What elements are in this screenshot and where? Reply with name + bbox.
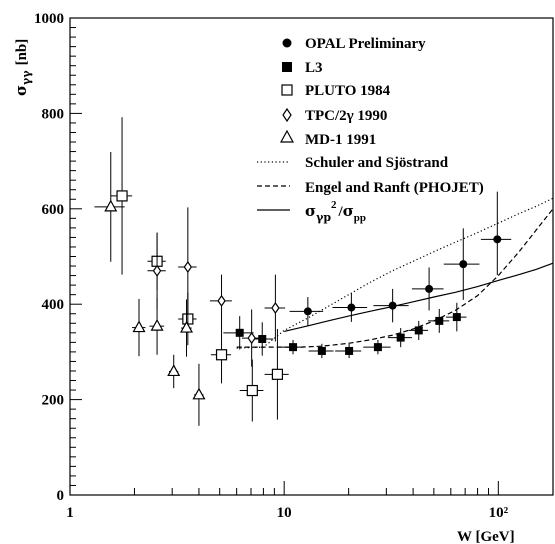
pluto-point bbox=[271, 368, 284, 380]
curve-solid bbox=[284, 262, 554, 332]
legend-entry-opal: OPAL Preliminary bbox=[282, 36, 426, 52]
l3-point bbox=[345, 346, 354, 355]
l3-point bbox=[235, 328, 244, 337]
md1-point bbox=[192, 387, 206, 400]
md1-point bbox=[104, 199, 118, 212]
legend-label-l3: L3 bbox=[305, 60, 323, 76]
l3-point bbox=[396, 333, 405, 342]
opal-point bbox=[493, 235, 502, 244]
l3-point bbox=[373, 343, 382, 352]
tpc-point bbox=[271, 301, 280, 315]
legend-marker-tpc bbox=[282, 107, 292, 123]
opal-point bbox=[388, 301, 397, 310]
md1-point bbox=[150, 318, 164, 331]
legend-marker-opal bbox=[282, 38, 292, 48]
curve-dotted bbox=[236, 197, 554, 349]
opal-point bbox=[459, 260, 468, 269]
legend-label-md1: MD-1 1991 bbox=[305, 132, 376, 148]
pluto-point bbox=[116, 190, 128, 202]
legend-entry-md1: MD-1 1991 bbox=[279, 129, 376, 148]
legend-entry-pluto: PLUTO 1984 bbox=[281, 83, 391, 99]
tpc-point bbox=[183, 260, 193, 274]
y-tick-label: 200 bbox=[42, 393, 65, 409]
legend-entry-tpc: TPC/2γ 1990 bbox=[282, 107, 387, 124]
x-tick-label: 10 bbox=[277, 505, 292, 521]
y-tick-label: 600 bbox=[42, 202, 65, 218]
l3-point bbox=[258, 335, 267, 344]
legend: OPAL Preliminary L3 PLUTO 1984 TPC/2γ 19… bbox=[257, 36, 484, 224]
md1-point bbox=[132, 320, 146, 333]
x-axis-label: W [GeV] bbox=[457, 529, 515, 544]
y-tick-label: 0 bbox=[57, 488, 65, 504]
legend-label-ratio: σγp2/σpp bbox=[305, 199, 366, 224]
legend-label-tpc: TPC/2γ 1990 bbox=[305, 108, 387, 124]
y-tick-label: 800 bbox=[42, 106, 65, 122]
pluto-point bbox=[246, 384, 258, 397]
axis-ticks: 0 200 400 600 800 1000 1 10 10² bbox=[34, 11, 509, 521]
x-tick-label: 1 bbox=[66, 505, 74, 521]
data-points bbox=[94, 117, 512, 426]
md1-point bbox=[167, 364, 181, 377]
legend-entry-schuler: Schuler and Sjöstrand bbox=[257, 155, 449, 171]
l3-point bbox=[452, 313, 461, 322]
legend-marker-md1 bbox=[279, 129, 295, 143]
l3-point bbox=[289, 343, 298, 352]
tpc-point bbox=[217, 294, 226, 307]
legend-label-engel: Engel and Ranft (PHOJET) bbox=[305, 180, 484, 196]
legend-entry-l3: L3 bbox=[282, 60, 323, 76]
opal-point bbox=[303, 307, 312, 316]
y-tick-label: 1000 bbox=[34, 11, 64, 27]
legend-label-pluto: PLUTO 1984 bbox=[305, 83, 391, 99]
tpc-point bbox=[152, 264, 162, 277]
md1-point bbox=[180, 320, 194, 333]
legend-label-schuler: Schuler and Sjöstrand bbox=[305, 155, 449, 171]
y-axis-label: σγγ[nb] bbox=[12, 39, 33, 96]
l3-point bbox=[317, 346, 326, 355]
l3-point bbox=[414, 326, 423, 335]
l3-point bbox=[435, 316, 444, 325]
legend-entry-engel: Engel and Ranft (PHOJET) bbox=[257, 180, 484, 196]
legend-marker-l3 bbox=[282, 62, 292, 72]
legend-entry-ratio: σγp2/σpp bbox=[257, 199, 366, 224]
opal-point bbox=[425, 284, 434, 293]
legend-marker-pluto bbox=[281, 84, 293, 96]
legend-label-opal: OPAL Preliminary bbox=[305, 36, 426, 52]
x-tick-label: 10² bbox=[489, 505, 509, 521]
theory-curves bbox=[236, 197, 554, 349]
pluto-point bbox=[215, 349, 228, 361]
opal-point bbox=[347, 303, 356, 312]
tpc-point bbox=[247, 332, 256, 345]
y-tick-label: 400 bbox=[42, 297, 65, 313]
